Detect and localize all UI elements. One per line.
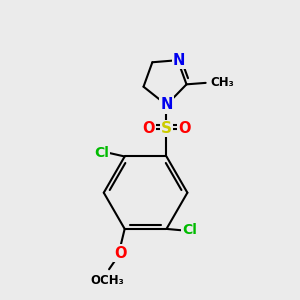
Text: N: N <box>173 53 185 68</box>
Text: O: O <box>114 245 127 260</box>
Text: OCH₃: OCH₃ <box>91 274 124 287</box>
Text: CH₃: CH₃ <box>210 76 234 89</box>
Text: O: O <box>178 121 190 136</box>
Text: N: N <box>160 98 173 112</box>
Text: S: S <box>161 121 172 136</box>
Text: Cl: Cl <box>94 146 109 160</box>
Text: Cl: Cl <box>183 224 197 237</box>
Text: O: O <box>142 121 155 136</box>
